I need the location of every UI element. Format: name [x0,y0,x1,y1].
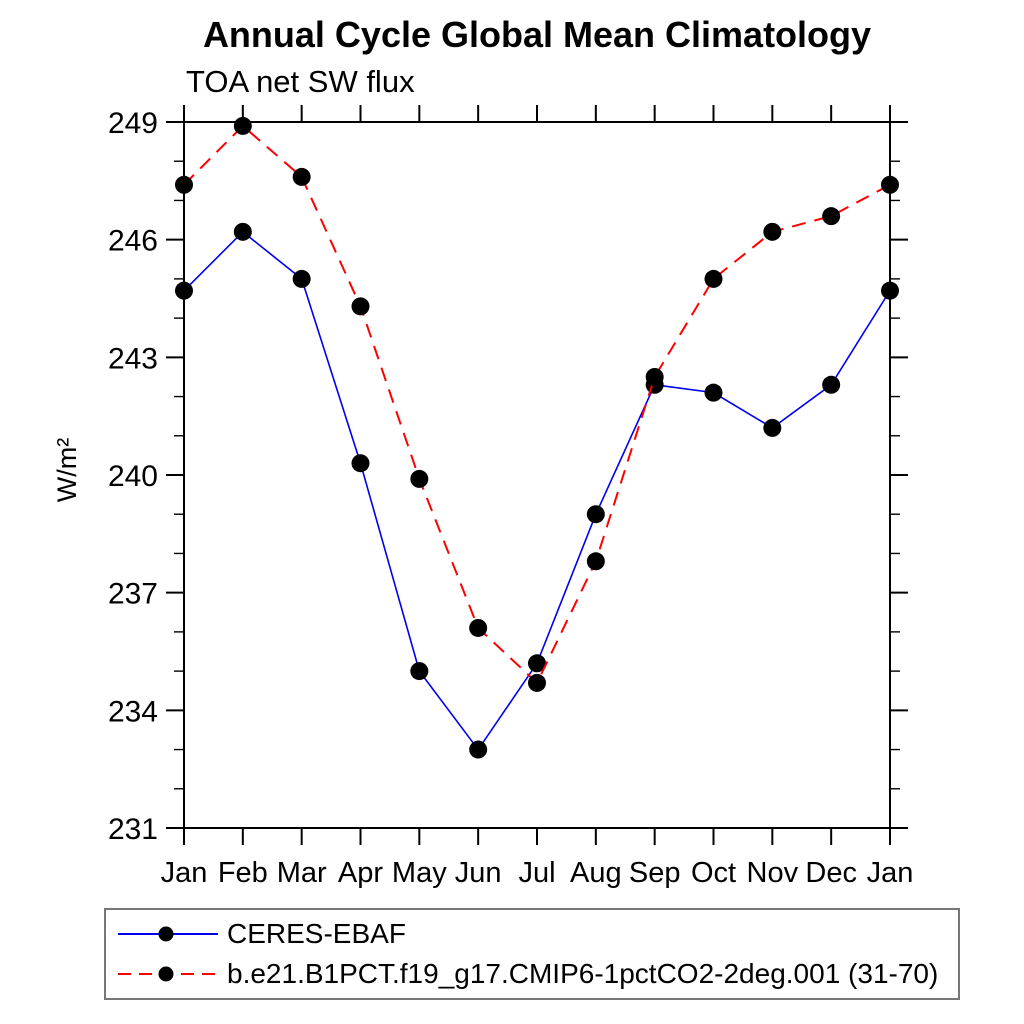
data-point [881,175,899,194]
x-tick-label: Jun [455,857,502,889]
data-point [704,383,723,402]
series-line-model [183,124,891,685]
data-point [292,167,311,186]
y-tick-label: 231 [108,813,158,846]
y-tick-label: 240 [108,460,158,493]
plot-frame [183,121,891,829]
legend-item-obs: CERES-EBAF [116,914,958,954]
data-point [822,207,841,226]
y-tick-label: 243 [108,342,158,375]
x-tick-label: May [392,857,447,889]
x-tick-label: Apr [338,857,383,889]
data-point [175,281,193,300]
legend-item-model: b.e21.B1PCT.f19_g17.CMIP6-1pctCO2-2deg.0… [116,954,958,994]
legend: CERES-EBAF b.e21.B1PCT.f19_g17.CMIP6-1pc… [104,908,960,1000]
data-point [763,222,782,241]
y-tick-label: 237 [108,578,158,611]
y-tick-label: 249 [108,107,158,140]
data-point [469,740,488,759]
data-point [704,269,723,288]
data-point [822,375,841,394]
y-tick-label: 234 [108,695,158,728]
data-point [881,281,899,300]
data-point [528,673,546,692]
data-point [410,469,429,488]
data-point [469,618,488,637]
y-tick-label: 246 [108,225,158,258]
data-point [233,222,252,241]
legend-marker-dot [158,966,174,982]
data-point [233,116,252,135]
data-point [175,175,193,194]
x-tick-label: Oct [691,857,736,889]
x-tick-label: Jul [518,857,555,889]
data-point [645,367,664,386]
chart-subtitle: TOA net SW flux [186,64,415,99]
x-tick-label: Jan [867,857,914,889]
legend-line-sample-solid [118,926,218,942]
data-point [351,454,370,473]
x-tick-label: Jan [161,857,208,889]
data-point [763,418,782,437]
x-tick-label: Feb [218,857,268,889]
data-point [351,297,370,316]
data-point [528,654,546,673]
x-tick-label: Dec [805,857,857,889]
chart-title: Annual Cycle Global Mean Climatology [202,14,872,55]
legend-line-sample-dashed [118,966,218,982]
data-point [410,662,429,681]
data-point [586,505,605,524]
data-point [292,269,311,288]
legend-label-obs: CERES-EBAF [227,918,406,949]
legend-label-model: b.e21.B1PCT.f19_g17.CMIP6-1pctCO2-2deg.0… [227,958,939,989]
data-point [586,552,605,571]
legend-marker-dot [158,926,174,942]
x-tick-label: Mar [277,857,327,889]
x-tick-label: Nov [747,857,799,889]
x-tick-label: Sep [629,857,681,889]
x-tick-label: Aug [570,857,622,889]
